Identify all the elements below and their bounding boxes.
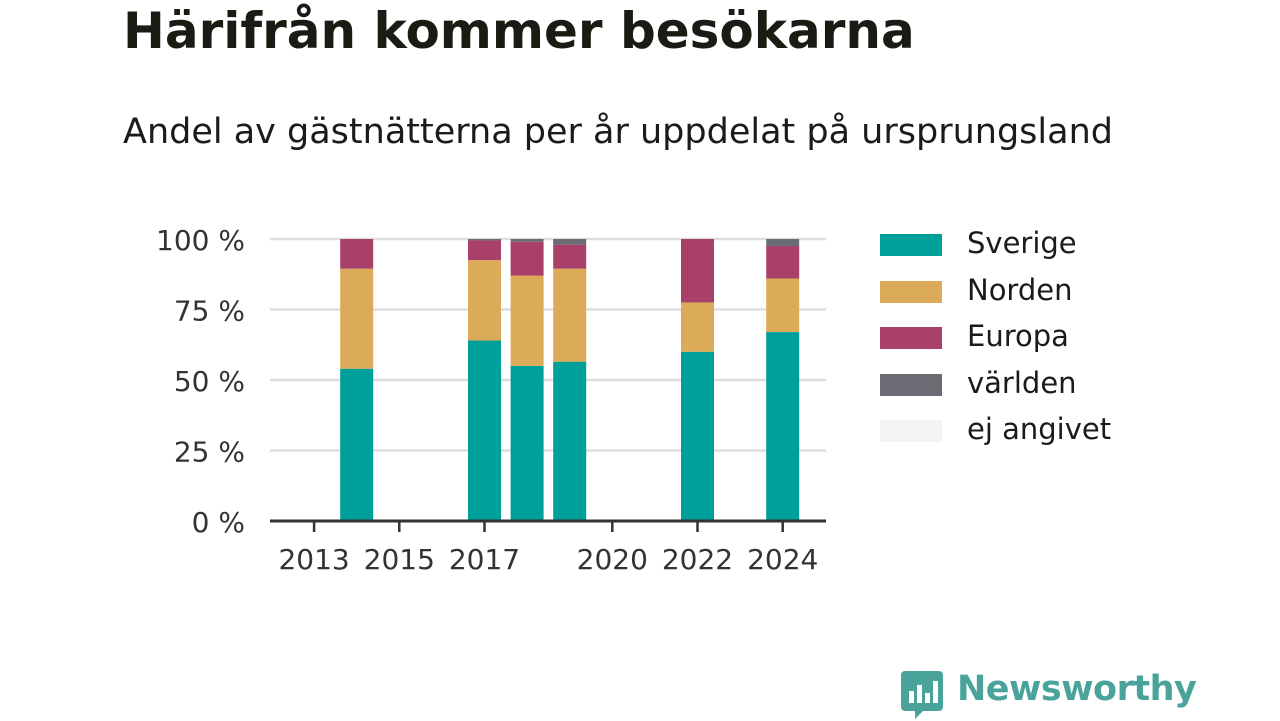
bar-segment-norden [681,302,714,352]
legend-swatch [880,327,942,350]
chart-title: Härifrån kommer besökarna [123,2,915,60]
bar-segment-sverige [553,361,587,521]
x-tick-label: 2024 [747,543,818,576]
legend-swatch [880,420,942,443]
bar-segment-världen [510,239,544,242]
bar-segment-europa [766,246,800,279]
newsworthy-logo-icon [901,671,943,719]
x-tick-label: 2013 [278,543,349,576]
bar-segment-norden [553,268,587,362]
bar-segment-norden [468,260,501,341]
bar-segment-norden [510,275,544,366]
bar-segment-världen [553,239,587,245]
legend-label: världen [967,365,1077,400]
y-tick-label: 100 % [156,224,245,257]
bar-segment-europa [681,239,714,303]
bar-segment-sverige [468,340,501,521]
bar-segment-sverige [681,351,714,521]
legend-label: Norden [967,272,1073,307]
bar-segment-sverige [340,368,374,521]
legend-label: ej angivet [967,412,1112,447]
bar-segment-europa [468,240,501,261]
y-tick-label: 25 % [174,436,245,469]
chart-subtitle: Andel av gästnätterna per år uppdelat på… [123,112,1113,152]
y-tick-label: 50 % [174,365,245,398]
bar-segment-europa [510,241,544,276]
x-tick-label: 2022 [662,543,733,576]
stacked-bar-chart: 0 % 25 % 50 % 75 % 100 % 2013 2015 2017 2020 2022… [156,224,826,576]
bar-segment-sverige [510,365,544,521]
bar-segment-sverige [766,332,800,521]
bar-segment-norden [340,268,374,369]
legend-swatch [880,373,942,396]
y-tick-label: 75 % [174,295,245,328]
bar-segment-världen [766,239,800,247]
bar-segment-europa [340,239,374,269]
legend-swatch [880,280,942,303]
bar-segment-norden [766,278,800,333]
y-tick-label: 0 % [192,506,245,539]
x-tick-label: 2020 [577,543,648,576]
x-tick-label: 2015 [364,543,435,576]
bar-segment-europa [553,244,587,269]
legend-swatch [880,234,942,256]
brand: Newsworthy [901,669,1197,721]
legend-label: Europa [967,319,1069,354]
brand-name: Newsworthy [957,669,1197,709]
bar-segment-världen [468,239,501,241]
legend-label: Sverige [967,226,1077,260]
x-tick-label: 2017 [449,543,520,576]
